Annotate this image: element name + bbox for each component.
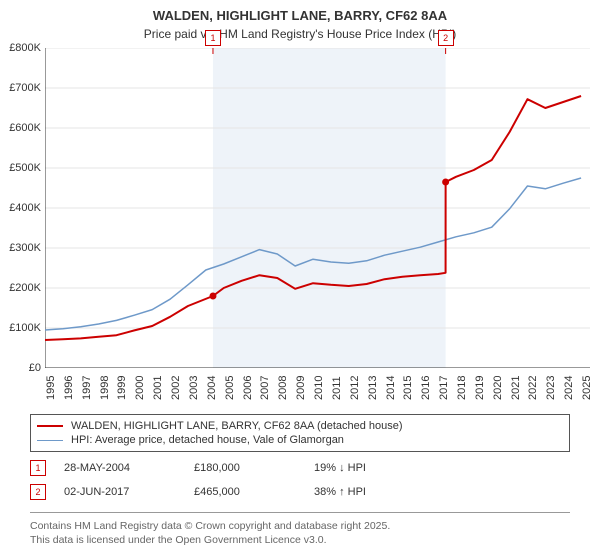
- footer-line1: Contains HM Land Registry data © Crown c…: [30, 519, 570, 533]
- legend-label: WALDEN, HIGHLIGHT LANE, BARRY, CF62 8AA …: [71, 420, 403, 432]
- y-tick-label: £200K: [9, 282, 41, 294]
- x-tick-label: 2021: [510, 376, 522, 400]
- x-tick-label: 1998: [99, 376, 111, 400]
- x-tick-label: 2015: [402, 376, 414, 400]
- transaction-price: £180,000: [194, 462, 314, 474]
- legend-item: HPI: Average price, detached house, Vale…: [37, 433, 563, 447]
- x-tick-label: 1996: [63, 376, 75, 400]
- x-tick-label: 2010: [313, 376, 325, 400]
- x-tick-label: 2018: [456, 376, 468, 400]
- x-tick-label: 1995: [45, 376, 57, 400]
- y-tick-label: £300K: [9, 242, 41, 254]
- transaction-marker: 1: [30, 460, 46, 476]
- x-tick-label: 2014: [385, 376, 397, 400]
- legend-swatch: [37, 440, 63, 441]
- y-tick-label: £0: [29, 362, 41, 374]
- footer-line2: This data is licensed under the Open Gov…: [30, 533, 570, 547]
- x-tick-label: 2017: [438, 376, 450, 400]
- transactions-table: 1 28-MAY-2004£180,00019% ↓ HPI 2 02-JUN-201…: [30, 456, 570, 504]
- y-tick-label: £100K: [9, 322, 41, 334]
- legend: WALDEN, HIGHLIGHT LANE, BARRY, CF62 8AA …: [30, 414, 570, 452]
- transaction-date: 28-MAY-2004: [64, 462, 194, 474]
- x-tick-label: 2000: [134, 376, 146, 400]
- chart-svg: [45, 48, 590, 368]
- x-tick-label: 2022: [527, 376, 539, 400]
- x-tick-label: 2007: [259, 376, 271, 400]
- x-tick-label: 2011: [331, 376, 343, 400]
- chart-marker: 2: [438, 30, 454, 46]
- legend-item: WALDEN, HIGHLIGHT LANE, BARRY, CF62 8AA …: [37, 419, 563, 433]
- legend-swatch: [37, 425, 63, 427]
- x-tick-label: 2008: [277, 376, 289, 400]
- page-subtitle: Price paid vs. HM Land Registry's House …: [0, 25, 600, 43]
- chart-plot: 12: [45, 48, 590, 368]
- x-tick-label: 2004: [206, 376, 218, 400]
- transaction-marker: 2: [30, 484, 46, 500]
- y-tick-label: £500K: [9, 162, 41, 174]
- chart-marker: 1: [205, 30, 221, 46]
- x-tick-label: 2013: [367, 376, 379, 400]
- x-tick-label: 2012: [349, 376, 361, 400]
- x-tick-label: 2003: [188, 376, 200, 400]
- x-tick-label: 2005: [224, 376, 236, 400]
- x-tick-label: 2019: [474, 376, 486, 400]
- x-tick-label: 2001: [152, 376, 164, 400]
- transaction-row: 2 02-JUN-2017£465,00038% ↑ HPI: [30, 480, 570, 504]
- y-tick-label: £700K: [9, 82, 41, 94]
- transaction-row: 1 28-MAY-2004£180,00019% ↓ HPI: [30, 456, 570, 480]
- x-tick-label: 2006: [242, 376, 254, 400]
- legend-label: HPI: Average price, detached house, Vale…: [71, 434, 344, 446]
- x-tick-label: 2025: [581, 376, 593, 400]
- x-tick-label: 2002: [170, 376, 182, 400]
- transaction-delta: 38% ↑ HPI: [314, 486, 434, 498]
- transaction-delta: 19% ↓ HPI: [314, 462, 434, 474]
- y-axis-labels: £0£100K£200K£300K£400K£500K£600K£700K£80…: [0, 48, 45, 368]
- y-tick-label: £600K: [9, 122, 41, 134]
- x-tick-label: 1999: [116, 376, 128, 400]
- y-tick-label: £800K: [9, 42, 41, 54]
- footer: Contains HM Land Registry data © Crown c…: [30, 512, 570, 547]
- x-tick-label: 2023: [545, 376, 557, 400]
- x-tick-label: 1997: [81, 376, 93, 400]
- transaction-date: 02-JUN-2017: [64, 486, 194, 498]
- x-tick-label: 2024: [563, 376, 575, 400]
- transaction-price: £465,000: [194, 486, 314, 498]
- y-tick-label: £400K: [9, 202, 41, 214]
- x-tick-label: 2020: [492, 376, 504, 400]
- page-title: WALDEN, HIGHLIGHT LANE, BARRY, CF62 8AA: [0, 0, 600, 25]
- x-tick-label: 2016: [420, 376, 432, 400]
- x-axis-labels: 1995 1996 1997 1998 1999 2000 2001 2002 2003 2004…: [45, 368, 590, 408]
- x-tick-label: 2009: [295, 376, 307, 400]
